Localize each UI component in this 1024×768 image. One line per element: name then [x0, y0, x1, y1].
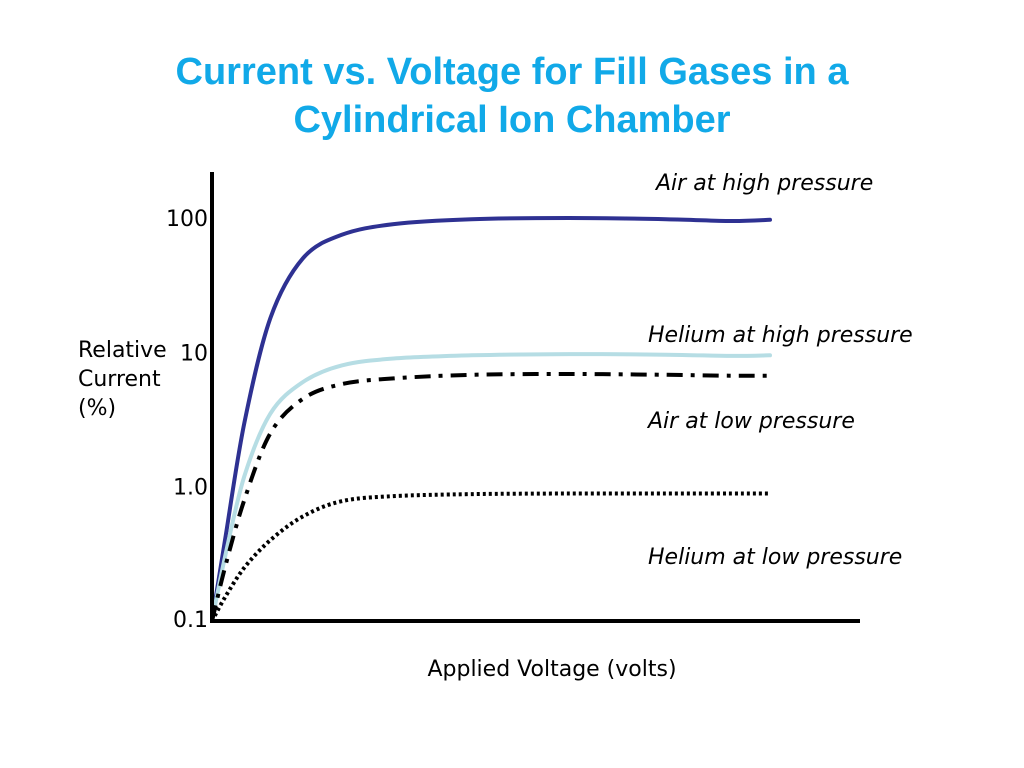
series-line-helium-at-low-pressure	[210, 491, 770, 622]
y-axis-label-line: Current	[78, 367, 161, 392]
y-axis-label-line: Relative	[78, 338, 167, 363]
page-title: Current vs. Voltage for Fill Gases in a …	[0, 48, 1024, 144]
title-line-2: Cylindrical Ion Chamber	[293, 99, 731, 141]
axis-layer	[210, 172, 860, 623]
y-axis-label-line: (%)	[78, 396, 116, 421]
series-label: Air at low pressure	[646, 409, 855, 434]
series-label: Air at high pressure	[654, 171, 873, 196]
x-axis-label: Applied Voltage (volts)	[427, 657, 676, 682]
series-line-air-at-low-pressure	[210, 372, 771, 622]
series-layer	[210, 216, 772, 623]
label-layer: Air at high pressure Helium at high press…	[78, 171, 913, 682]
y-tick-label: 100	[166, 207, 208, 232]
y-tick-label: 10	[180, 341, 208, 366]
title-line-1: Current vs. Voltage for Fill Gases in a	[175, 51, 849, 93]
series-line-helium-at-high-pressure	[210, 352, 772, 623]
y-tick-label: 0.1	[173, 608, 208, 633]
y-tick-label: 1.0	[173, 476, 208, 501]
series-label: Helium at low pressure	[648, 545, 902, 570]
series-line-air-at-high-pressure	[210, 216, 772, 623]
series-label: Helium at high pressure	[648, 323, 913, 348]
